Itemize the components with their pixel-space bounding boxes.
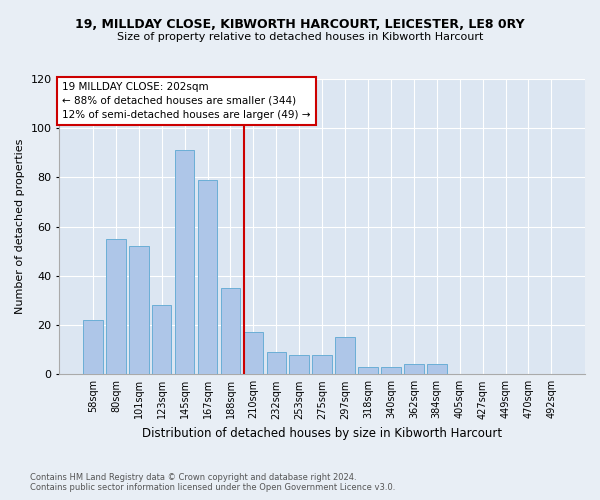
- Bar: [83, 320, 103, 374]
- Bar: [221, 288, 240, 374]
- Bar: [198, 180, 217, 374]
- Text: Size of property relative to detached houses in Kibworth Harcourt: Size of property relative to detached ho…: [117, 32, 483, 42]
- Bar: [404, 364, 424, 374]
- Bar: [427, 364, 446, 374]
- Bar: [381, 367, 401, 374]
- Text: Contains public sector information licensed under the Open Government Licence v3: Contains public sector information licen…: [30, 482, 395, 492]
- Bar: [335, 338, 355, 374]
- Text: 19, MILLDAY CLOSE, KIBWORTH HARCOURT, LEICESTER, LE8 0RY: 19, MILLDAY CLOSE, KIBWORTH HARCOURT, LE…: [75, 18, 525, 30]
- Bar: [129, 246, 149, 374]
- Bar: [106, 239, 125, 374]
- Bar: [244, 332, 263, 374]
- Bar: [313, 354, 332, 374]
- Bar: [152, 306, 172, 374]
- Text: 19 MILLDAY CLOSE: 202sqm
← 88% of detached houses are smaller (344)
12% of semi-: 19 MILLDAY CLOSE: 202sqm ← 88% of detach…: [62, 82, 310, 120]
- Text: Contains HM Land Registry data © Crown copyright and database right 2024.: Contains HM Land Registry data © Crown c…: [30, 472, 356, 482]
- Bar: [266, 352, 286, 374]
- Bar: [289, 354, 309, 374]
- Bar: [175, 150, 194, 374]
- Y-axis label: Number of detached properties: Number of detached properties: [15, 139, 25, 314]
- Bar: [358, 367, 378, 374]
- X-axis label: Distribution of detached houses by size in Kibworth Harcourt: Distribution of detached houses by size …: [142, 427, 502, 440]
